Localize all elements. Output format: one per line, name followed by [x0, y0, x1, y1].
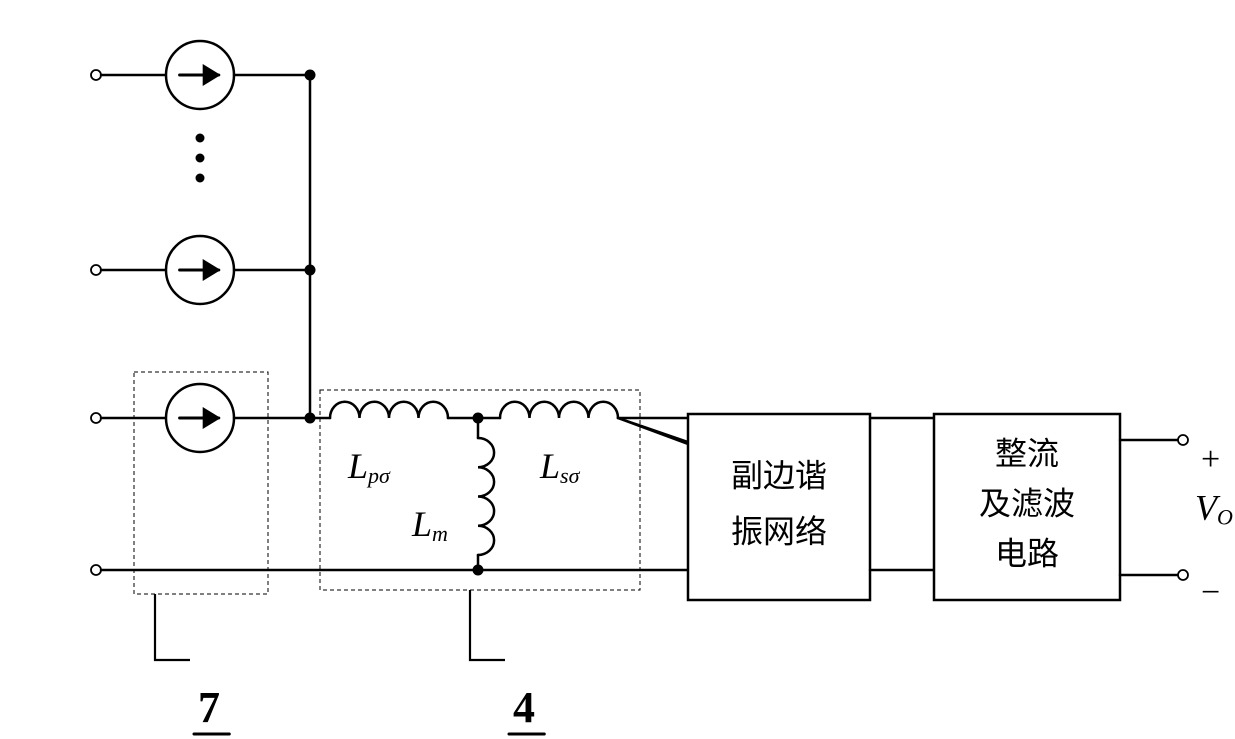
inductor-lm-label: Lm [411, 504, 448, 546]
current-source [166, 384, 234, 452]
inductor-lp-label: Lpσ [347, 446, 391, 488]
ref-7: 7 [198, 683, 220, 732]
resonant-network-label-line: 振网络 [731, 513, 827, 549]
rectifier-filter-label-line: 电路 [995, 535, 1059, 571]
output-minus: − [1201, 574, 1220, 611]
resonant-network-block [688, 414, 870, 600]
rectifier-filter-label-line: 及滤波 [979, 485, 1075, 521]
rectifier-filter-label-line: 整流 [995, 435, 1059, 471]
output-voltage-label: VO [1195, 488, 1233, 530]
ref-4: 4 [513, 683, 535, 732]
resonant-network-label-line: 副边谐 [731, 457, 827, 493]
current-source [166, 41, 234, 109]
current-source [166, 236, 234, 304]
inductor-ls-label: Lsσ [539, 446, 581, 488]
output-plus: + [1201, 441, 1220, 478]
